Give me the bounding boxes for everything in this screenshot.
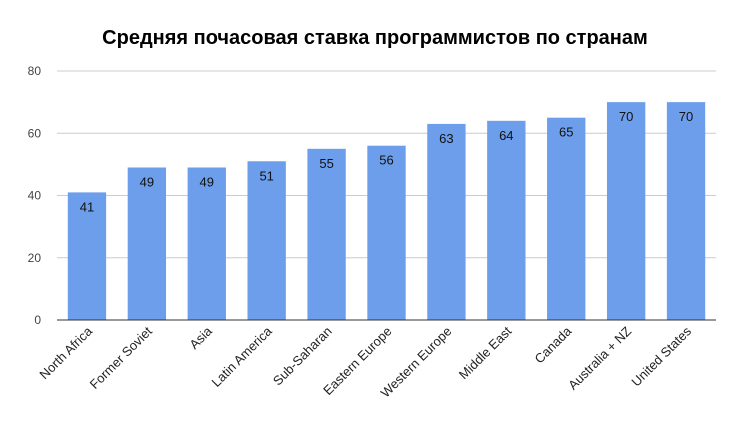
x-tick-label: Asia — [186, 323, 215, 352]
bar — [127, 167, 167, 320]
y-tick-label: 80 — [28, 64, 42, 78]
data-label: 56 — [379, 153, 393, 168]
bar — [666, 102, 706, 320]
bar — [307, 148, 346, 320]
y-tick-label: 60 — [28, 126, 42, 140]
bar — [67, 192, 107, 320]
data-label: 64 — [499, 128, 513, 143]
data-label: 51 — [259, 168, 273, 183]
bar — [247, 161, 286, 320]
x-tick-label: North Africa — [36, 323, 95, 382]
bar — [187, 167, 226, 320]
bar — [367, 145, 406, 320]
bar — [606, 102, 646, 320]
bar — [487, 120, 526, 320]
chart-title: Средняя почасовая ставка программистов п… — [102, 27, 648, 49]
x-tick-label: Canada — [532, 323, 575, 366]
x-tick-label: Middle East — [456, 323, 515, 382]
x-tick-label: Sub-Saharan — [270, 324, 335, 389]
x-tick-label: Latin America — [209, 323, 276, 390]
data-label: 41 — [80, 199, 94, 214]
y-tick-label: 40 — [28, 189, 42, 203]
data-label: 70 — [619, 109, 633, 124]
data-label: 49 — [200, 174, 214, 189]
bars — [67, 102, 706, 320]
x-tick-label: United States — [628, 323, 694, 389]
bar — [427, 123, 466, 320]
data-labels: 41 49 49 51 55 56 63 64 65 70 70 — [80, 109, 694, 214]
x-tick-label: Former Soviet — [87, 323, 156, 392]
data-label: 49 — [140, 174, 154, 189]
y-axis-ticks: 0 20 40 60 80 — [28, 64, 42, 327]
y-tick-label: 0 — [34, 313, 41, 327]
bar — [547, 117, 586, 320]
data-label: 55 — [319, 156, 333, 171]
data-label: 70 — [679, 109, 693, 124]
x-tick-label: Australia + NZ — [565, 323, 634, 392]
data-label: 63 — [439, 131, 453, 146]
y-tick-label: 20 — [28, 251, 42, 265]
data-label: 65 — [559, 125, 573, 140]
